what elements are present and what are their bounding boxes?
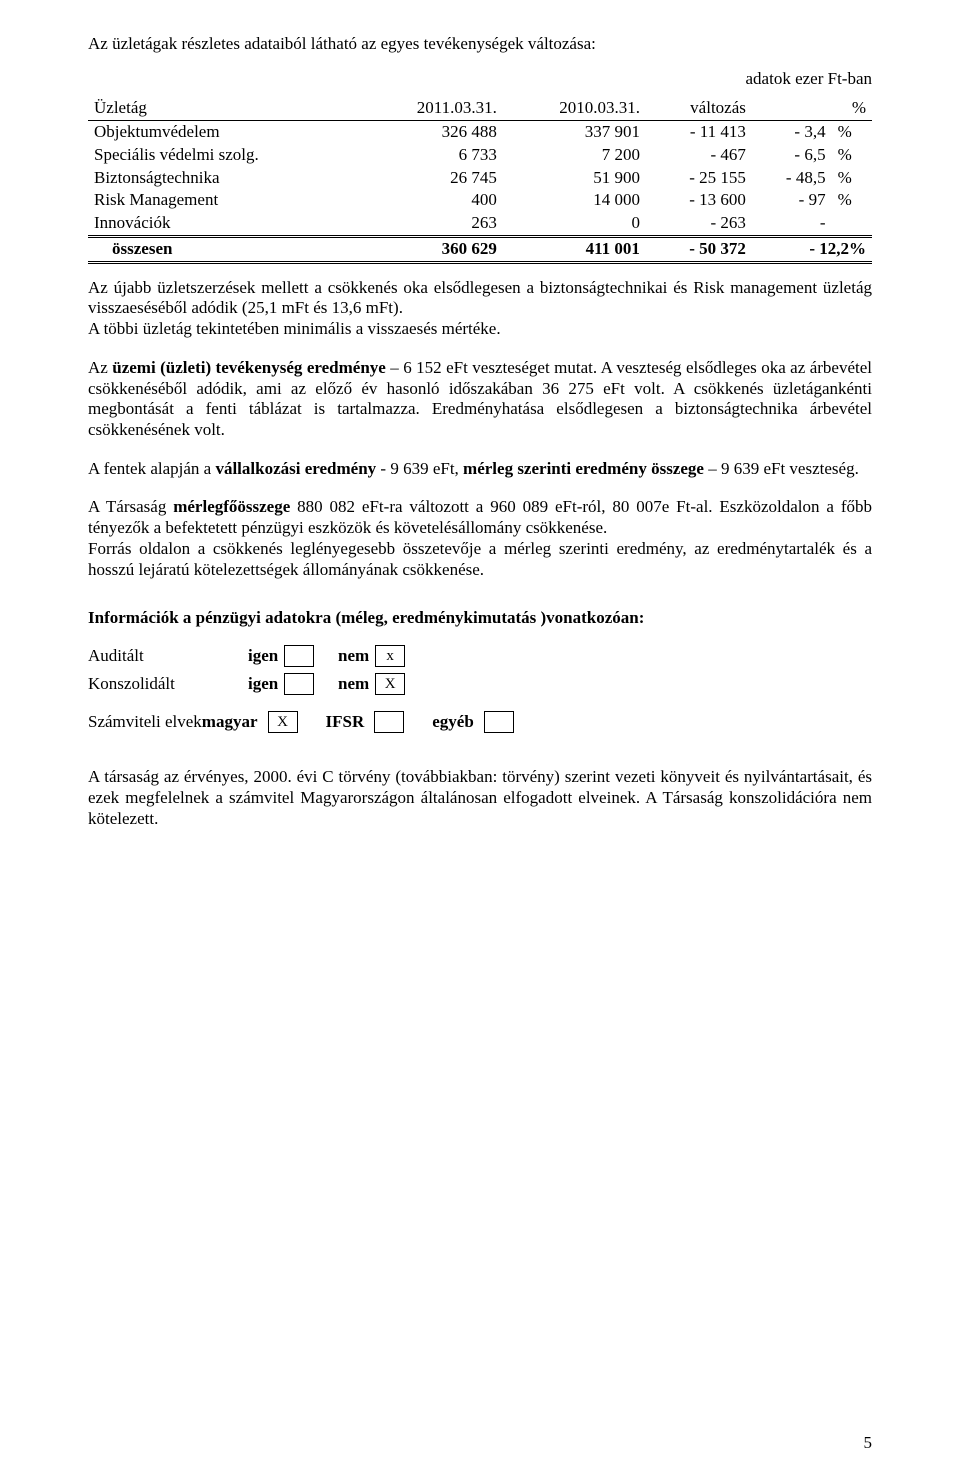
paragraph: Az üzemi (üzleti) tevékenység eredménye … xyxy=(88,358,872,441)
cell: - 467 xyxy=(646,144,752,167)
paragraph: A társaság az érvényes, 2000. évi C törv… xyxy=(88,767,872,829)
consol-row: Konszolidált igen nem X xyxy=(88,673,872,695)
cell: Objektumvédelem xyxy=(88,121,361,144)
cell: 7 200 xyxy=(503,144,646,167)
table-row: Speciális védelmi szolg. 6 733 7 200 - 4… xyxy=(88,144,872,167)
cell: 400 xyxy=(361,189,503,212)
table-row: Biztonságtechnika 26 745 51 900 - 25 155… xyxy=(88,167,872,190)
table-row: Objektumvédelem 326 488 337 901 - 11 413… xyxy=(88,121,872,144)
cell: % xyxy=(832,189,872,212)
cell: % xyxy=(832,121,872,144)
col-2010: 2010.03.31. xyxy=(503,97,646,120)
text: – 9 639 eFt veszteség. xyxy=(704,459,859,478)
paragraph: Az újabb üzletszerzések mellett a csökke… xyxy=(88,278,872,340)
col-valtozas: változás xyxy=(646,97,752,120)
cell: - 6,5 xyxy=(752,144,832,167)
magyar-checkbox[interactable]: X xyxy=(268,711,298,733)
paragraph: A fentek alapján a vállalkozási eredmény… xyxy=(88,459,872,480)
paragraph: Forrás oldalon a csökkenés leglényegeseb… xyxy=(88,539,872,580)
table-row: Innovációk 263 0 - 263 - xyxy=(88,212,872,236)
cell: 360 629 xyxy=(361,236,503,262)
igen-label: igen xyxy=(248,646,278,667)
cell: Speciális védelmi szolg. xyxy=(88,144,361,167)
cell: - 11 413 xyxy=(646,121,752,144)
cell: - 50 372 xyxy=(646,236,752,262)
bold-text: mérlegfőösszege xyxy=(173,497,290,516)
text: Az xyxy=(88,358,112,377)
nem-label: nem xyxy=(338,646,369,667)
text: A többi üzletág tekintetében minimális a… xyxy=(88,319,501,338)
cell: 6 733 xyxy=(361,144,503,167)
col-2011: 2011.03.31. xyxy=(361,97,503,120)
cell: 411 001 xyxy=(503,236,646,262)
bold-text: vállalkozási eredmény xyxy=(215,459,376,478)
cell: Risk Management xyxy=(88,189,361,212)
igen-label: igen xyxy=(248,674,278,695)
cell: 263 xyxy=(361,212,503,236)
cell: - xyxy=(752,212,832,236)
cell: - 13 600 xyxy=(646,189,752,212)
ifsr-checkbox[interactable] xyxy=(374,711,404,733)
bold-text: mérleg szerinti eredmény összege xyxy=(463,459,704,478)
col-percent: % xyxy=(752,97,872,120)
cell: 0 xyxy=(503,212,646,236)
ifsr-label: IFSR xyxy=(326,712,365,733)
audit-row: Auditált igen nem x xyxy=(88,645,872,667)
audit-igen-checkbox[interactable] xyxy=(284,645,314,667)
consol-nem-checkbox[interactable]: X xyxy=(375,673,405,695)
cell: 51 900 xyxy=(503,167,646,190)
cell: % xyxy=(832,167,872,190)
text: A fentek alapján a xyxy=(88,459,215,478)
cell: összesen xyxy=(88,236,361,262)
cell: Biztonságtechnika xyxy=(88,167,361,190)
col-uzletag: Üzletág xyxy=(88,97,361,120)
magyar-label: magyar xyxy=(202,712,258,733)
cell: 326 488 xyxy=(361,121,503,144)
data-table: Üzletág 2011.03.31. 2010.03.31. változás… xyxy=(88,97,872,263)
cell: 337 901 xyxy=(503,121,646,144)
table-row: Risk Management 400 14 000 - 13 600 - 97… xyxy=(88,189,872,212)
cell: % xyxy=(832,144,872,167)
info-heading: Információk a pénzügyi adatokra (méleg, … xyxy=(88,608,872,629)
text: Az újabb üzletszerzések mellett a csökke… xyxy=(88,278,872,318)
cell: - 48,5 xyxy=(752,167,832,190)
cell: - 12,2% xyxy=(752,236,872,262)
table-summary: összesen 360 629 411 001 - 50 372 - 12,2… xyxy=(88,236,872,262)
page-number: 5 xyxy=(864,1433,873,1454)
intro-text: Az üzletágak részletes adataiból látható… xyxy=(88,34,872,55)
bold-text: üzemi (üzleti) tevékenység eredménye xyxy=(112,358,386,377)
audit-label: Auditált xyxy=(88,646,248,667)
cell: 14 000 xyxy=(503,189,646,212)
accounting-label: Számviteli elvek xyxy=(88,712,202,733)
egyeb-checkbox[interactable] xyxy=(484,711,514,733)
egyeb-label: egyéb xyxy=(432,712,474,733)
cell: 26 745 xyxy=(361,167,503,190)
cell: - 97 xyxy=(752,189,832,212)
consol-label: Konszolidált xyxy=(88,674,248,695)
paragraph: A Társaság mérlegfőösszege 880 082 eFt-r… xyxy=(88,497,872,538)
text: A Társaság xyxy=(88,497,173,516)
table-header: Üzletág 2011.03.31. 2010.03.31. változás… xyxy=(88,97,872,120)
cell: Innovációk xyxy=(88,212,361,236)
accounting-row: Számviteli elvek magyar X IFSR egyéb xyxy=(88,711,872,733)
cell: - 263 xyxy=(646,212,752,236)
audit-nem-checkbox[interactable]: x xyxy=(375,645,405,667)
subhead: adatok ezer Ft-ban xyxy=(88,69,872,90)
cell: - 3,4 xyxy=(752,121,832,144)
nem-label: nem xyxy=(338,674,369,695)
consol-igen-checkbox[interactable] xyxy=(284,673,314,695)
cell xyxy=(832,212,872,236)
cell: - 25 155 xyxy=(646,167,752,190)
text: - 9 639 eFt, xyxy=(376,459,463,478)
